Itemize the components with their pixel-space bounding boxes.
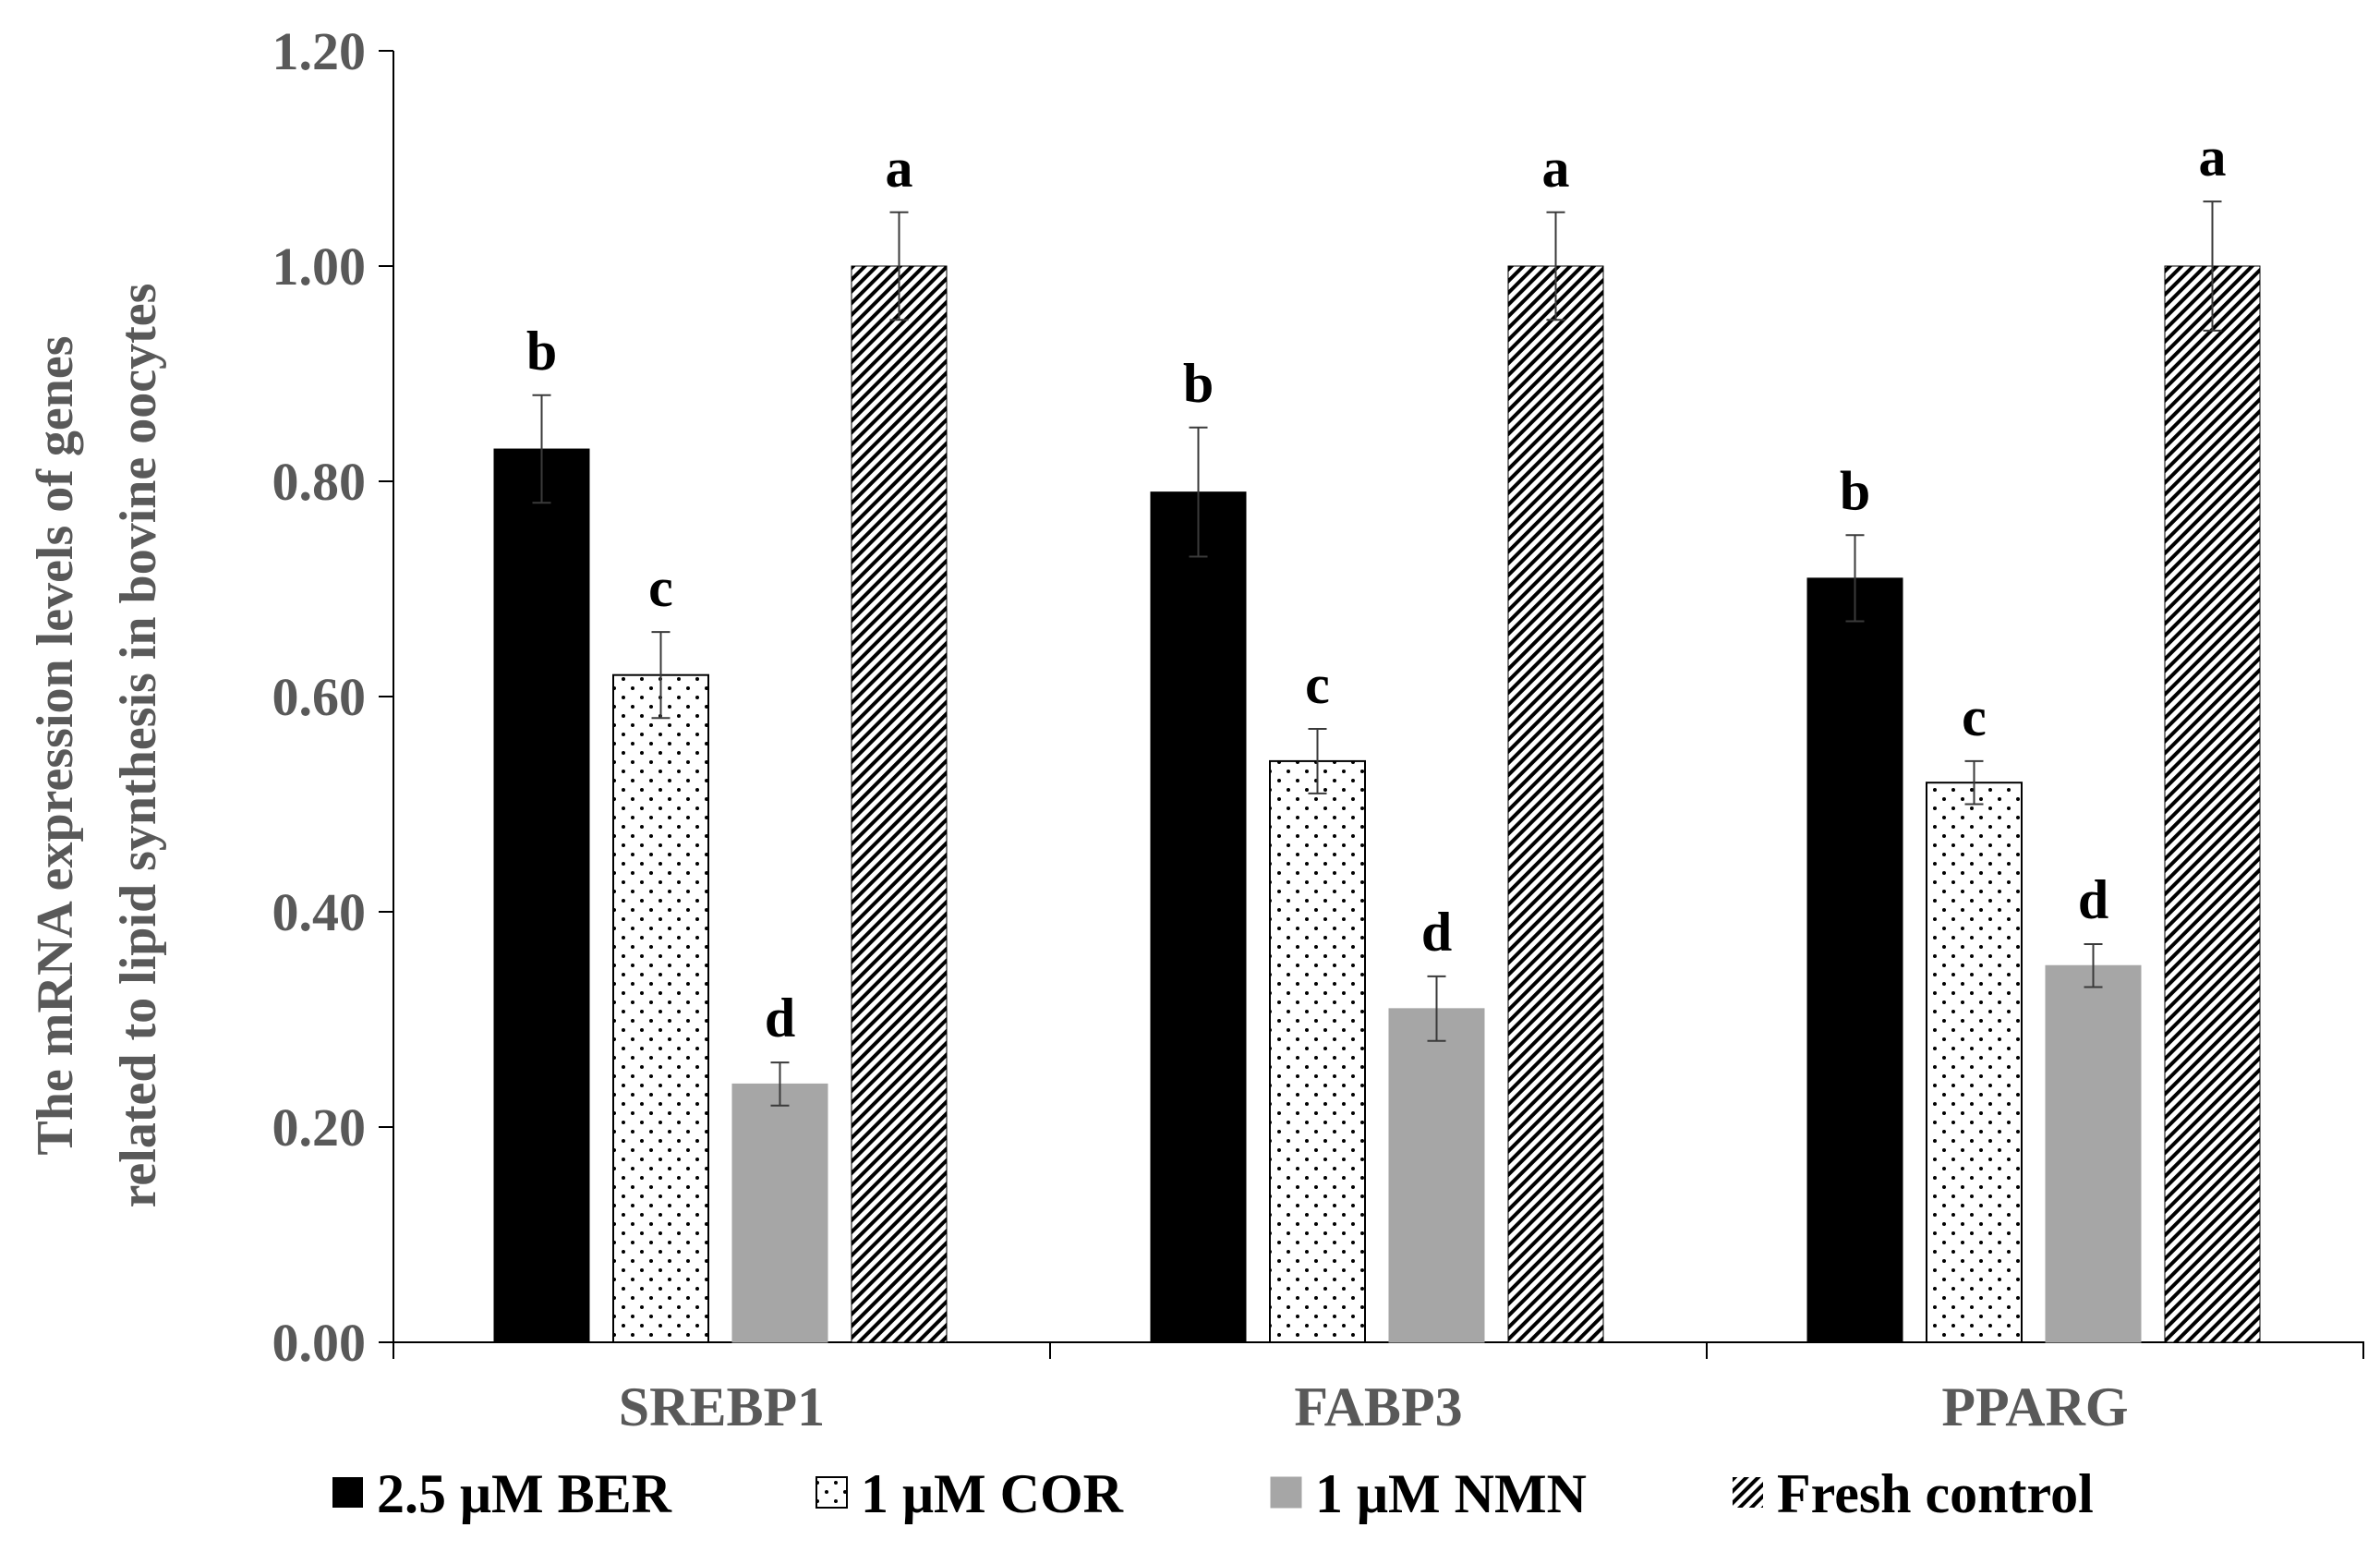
y-tick-label: 1.00 <box>272 236 367 297</box>
significance-label: a <box>2199 127 2227 188</box>
legend-label: 1 μM NMN <box>1315 1463 1587 1524</box>
bar <box>2164 265 2261 1343</box>
bar <box>1507 265 1604 1343</box>
x-category-label: FABP3 <box>1294 1376 1462 1437</box>
significance-label: a <box>886 138 913 199</box>
bar <box>1150 491 1247 1343</box>
legend-swatch <box>815 1476 848 1509</box>
y-axis-label-line-2: related to lipid synthesis in bovine ooc… <box>110 284 167 1208</box>
significance-label: c <box>648 557 673 618</box>
y-axis-label-line-1: The mRNA expression levels of genes <box>27 335 84 1155</box>
x-category-label: SREBP1 <box>619 1376 825 1437</box>
y-tick-label: 0.40 <box>272 882 367 942</box>
y-tick-label: 1.20 <box>272 21 367 81</box>
bar <box>851 265 948 1343</box>
x-axis: SREBP1 FABP3 PPARG <box>393 1341 2364 1437</box>
legend-label: 1 μM COR <box>861 1463 1124 1524</box>
y-axis-label: The mRNA expression levels of genes rela… <box>27 284 167 1208</box>
legend-swatch <box>1270 1476 1302 1509</box>
y-tick-label: 0.60 <box>272 667 367 727</box>
significance-label: b <box>1840 460 1870 521</box>
legend-label: 2.5 μM BER <box>377 1463 672 1524</box>
significance-label: d <box>1421 902 1452 963</box>
significance-label: c <box>1305 654 1330 715</box>
significance-label: d <box>2078 869 2108 930</box>
bar <box>1269 759 1366 1343</box>
legend-swatch <box>332 1477 363 1508</box>
legend-label: Fresh control <box>1777 1463 2094 1524</box>
y-axis: 0.00 0.20 0.40 0.60 0.80 1.00 1.20 <box>272 21 394 1373</box>
significance-label: c <box>1962 686 1987 747</box>
bar <box>612 673 709 1343</box>
bars-group: b c d a b c d a b c d a <box>493 127 2261 1343</box>
bar <box>1388 1008 1485 1343</box>
significance-label: d <box>765 988 795 1049</box>
y-tick-label: 0.20 <box>272 1097 367 1158</box>
x-category-label: PPARG <box>1941 1376 2128 1437</box>
y-tick-label: 0.00 <box>272 1313 367 1373</box>
bar <box>1926 782 2023 1343</box>
bar <box>1806 577 1903 1343</box>
bar <box>731 1083 828 1343</box>
bar <box>2045 964 2142 1343</box>
y-tick-label: 0.80 <box>272 452 367 512</box>
legend: 2.5 μM BER 1 μM COR 1 μM NMN Fresh control <box>332 1463 2094 1524</box>
bar <box>493 448 590 1343</box>
significance-label: b <box>1183 353 1214 414</box>
legend-swatch <box>1733 1477 1763 1508</box>
significance-label: b <box>526 321 557 382</box>
significance-label: a <box>1542 138 1570 199</box>
